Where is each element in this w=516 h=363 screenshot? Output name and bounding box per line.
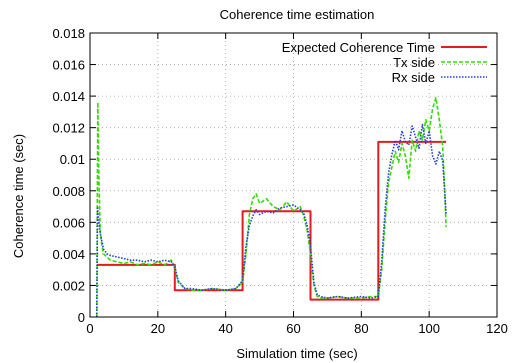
- chart-title: Coherence time estimation: [220, 7, 375, 22]
- y-tick-label: 0.002: [52, 278, 85, 293]
- y-tick-label: 0.01: [60, 152, 85, 167]
- series-line-1: [96, 140, 447, 301]
- x-axis-label: Simulation time (sec): [236, 346, 357, 361]
- y-tick-label: 0.008: [52, 184, 85, 199]
- x-tick-label: 20: [151, 321, 165, 336]
- x-tick-label: 60: [286, 321, 300, 336]
- y-tick-label: 0: [78, 310, 85, 325]
- y-tick-label: 0.018: [52, 26, 85, 41]
- y-tick-label: 0.014: [52, 89, 85, 104]
- x-tick-label: 0: [86, 321, 93, 336]
- x-tick-label: 40: [218, 321, 232, 336]
- x-tick-label: 120: [486, 321, 508, 336]
- y-tick-label: 0.012: [52, 121, 85, 136]
- legend-label: Tx side: [393, 55, 435, 70]
- grid-lines: [90, 33, 497, 317]
- plot-frame: [89, 32, 498, 318]
- series-lines: [96, 96, 447, 318]
- y-tick-label: 0.004: [52, 247, 85, 262]
- y-tick-label: 0.006: [52, 215, 85, 230]
- x-tick-label: 100: [418, 321, 440, 336]
- legend-label: Expected Coherence Time: [282, 40, 435, 55]
- y-tick-label: 0.016: [52, 58, 85, 73]
- series-line-3: [96, 123, 447, 318]
- series-line-2: [96, 96, 447, 318]
- y-axis-label: Coherence time (sec): [11, 134, 26, 258]
- axis-ticks: 0 0.002 0.004 0.006 0.008 0.01 0.012 0.014 0.016…: [52, 26, 507, 336]
- legend-label: Rx side: [392, 70, 435, 85]
- x-tick-label: 80: [354, 321, 368, 336]
